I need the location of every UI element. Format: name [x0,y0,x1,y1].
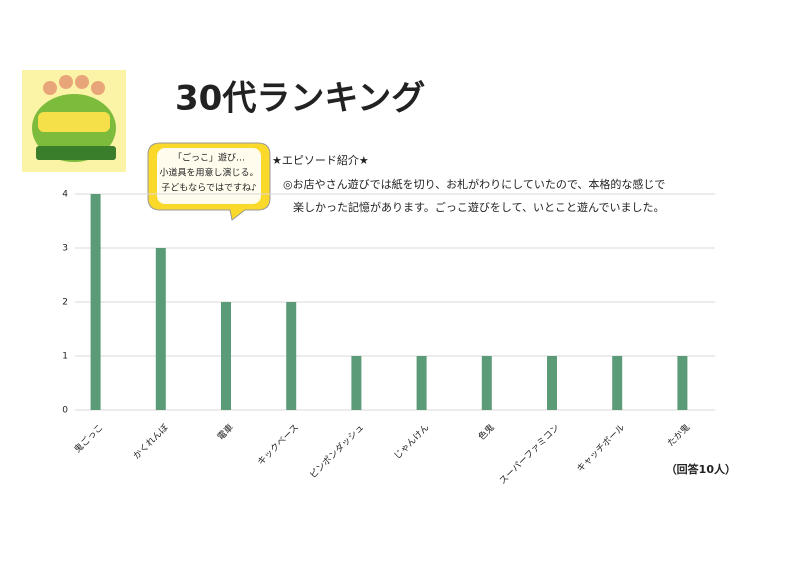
y-tick-label: 4 [62,190,68,200]
speech-bubble [147,142,271,221]
chart-title: 30代ランキング [175,79,425,119]
bar [677,356,688,410]
bar [90,194,101,410]
bar [221,302,231,410]
bar [547,356,557,410]
y-tick-label: 1 [62,352,68,362]
y-tick-label: 0 [62,406,68,416]
bar [612,356,623,410]
episode-line: 楽しかった記憶があります。ごっこ遊びをして、いとこと遊んでいました。 [293,200,664,214]
bubble-line: 「ごっこ」遊び… [173,152,245,164]
bar [351,356,362,410]
bar [286,302,297,410]
bubble-line: 小道具を用意し演じる。 [159,167,258,179]
y-tick-label: 3 [62,244,68,254]
episode-title: ★エピソード紹介★ [272,154,369,167]
bubble-line: 子どもならではですね♪ [161,183,256,194]
respondents-note: （回答10人） [666,462,736,476]
logo [22,70,126,172]
bar [481,356,492,410]
episode-line: ◎お店やさん遊びでは紙を切り、お札がわりにしていたので、本格的な感じで [283,177,665,191]
y-tick-label: 2 [62,298,68,308]
bar [155,248,166,410]
bar [416,356,427,410]
